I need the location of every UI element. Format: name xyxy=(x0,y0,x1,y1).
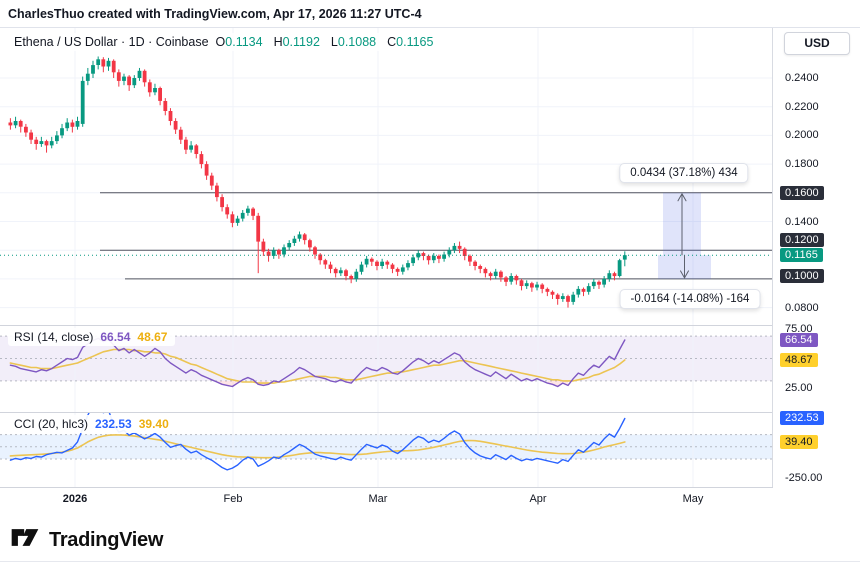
price-tick: 0.2200 xyxy=(785,101,819,113)
price-level-badge: 0.1165 xyxy=(780,248,823,262)
currency-button[interactable]: USD xyxy=(784,32,850,55)
cci-axis-tick: -250.00 xyxy=(785,472,823,484)
cci-legend: CCI (20, hlc3) 232.53 39.40 xyxy=(8,415,177,433)
ohlc-high: H0.1192 xyxy=(273,35,320,49)
rsi-axis-tick: 48.67 xyxy=(780,353,818,367)
attribution-bar: CharlesThuo created with TradingView.com… xyxy=(0,0,860,28)
time-axis-label: Apr xyxy=(529,493,547,505)
price-scale-border xyxy=(772,28,773,487)
rsi-axis-tick: 75.00 xyxy=(785,323,813,335)
price-tick: 0.1800 xyxy=(785,158,819,170)
chart-panes[interactable]: Ethena / US Dollar · 1D · Coinbase O0.11… xyxy=(0,28,772,512)
price-tick: 0.2400 xyxy=(785,72,819,84)
timescale-separator xyxy=(0,487,860,488)
tradingview-logo-icon xyxy=(10,524,40,556)
ohlc-low: L0.1088 xyxy=(330,35,377,49)
cci-pane[interactable] xyxy=(0,412,772,487)
footer-divider xyxy=(0,561,860,562)
ohlc-open: O0.1134 xyxy=(215,35,263,49)
cci-value: 232.53 xyxy=(95,417,132,431)
cci-name: CCI (20, hlc3) xyxy=(14,417,89,431)
footer: TradingView xyxy=(0,512,860,570)
cci-axis-tick: 39.40 xyxy=(780,435,818,449)
measure-down-label: -0.0164 (-14.08%) -164 xyxy=(619,289,761,309)
rsi-ma-value: 48.67 xyxy=(137,330,168,344)
rsi-name: RSI (14, close) xyxy=(14,330,94,344)
price-level-badge: 0.1600 xyxy=(780,186,824,200)
price-level-badge: 0.1200 xyxy=(780,233,824,247)
rsi-legend: RSI (14, close) 66.54 48.67 xyxy=(8,328,176,346)
time-axis-label: May xyxy=(682,493,704,505)
pane-separator[interactable] xyxy=(0,325,860,326)
price-tick: 0.2000 xyxy=(785,129,819,141)
cci-axis-tick: 232.53 xyxy=(780,411,824,425)
symbol-title: Ethena / US Dollar · 1D · Coinbase xyxy=(14,35,209,49)
time-axis-label: Feb xyxy=(223,493,243,505)
time-scale[interactable]: 2026 Feb Mar Apr May xyxy=(0,487,772,512)
measure-up-label: 0.0434 (37.18%) 434 xyxy=(619,163,749,183)
time-axis-label: Mar xyxy=(368,493,388,505)
price-scale[interactable]: USD 0.2400 0.2200 0.2000 0.1800 0.1400 0.0800… xyxy=(773,28,860,512)
price-tick: 0.0800 xyxy=(785,302,819,314)
price-level-badge: 0.1000 xyxy=(780,269,824,283)
chart-area: Ethena / US Dollar · 1D · Coinbase O0.11… xyxy=(0,28,860,512)
time-axis-label: 2026 xyxy=(62,493,88,505)
brand-text: TradingView xyxy=(49,528,164,551)
rsi-axis-tick: 25.00 xyxy=(785,382,813,394)
rsi-axis-tick: 66.54 xyxy=(780,333,818,347)
price-tick: 0.1400 xyxy=(785,216,819,228)
pane-separator[interactable] xyxy=(0,412,860,413)
price-pane[interactable] xyxy=(0,28,772,325)
tradingview-brand-link[interactable]: TradingView xyxy=(10,524,163,556)
ohlc-close: C0.1165 xyxy=(387,35,434,49)
cci-ma-value: 39.40 xyxy=(138,417,169,431)
rsi-value: 66.54 xyxy=(100,330,131,344)
symbol-legend: Ethena / US Dollar · 1D · Coinbase O0.11… xyxy=(8,33,446,51)
